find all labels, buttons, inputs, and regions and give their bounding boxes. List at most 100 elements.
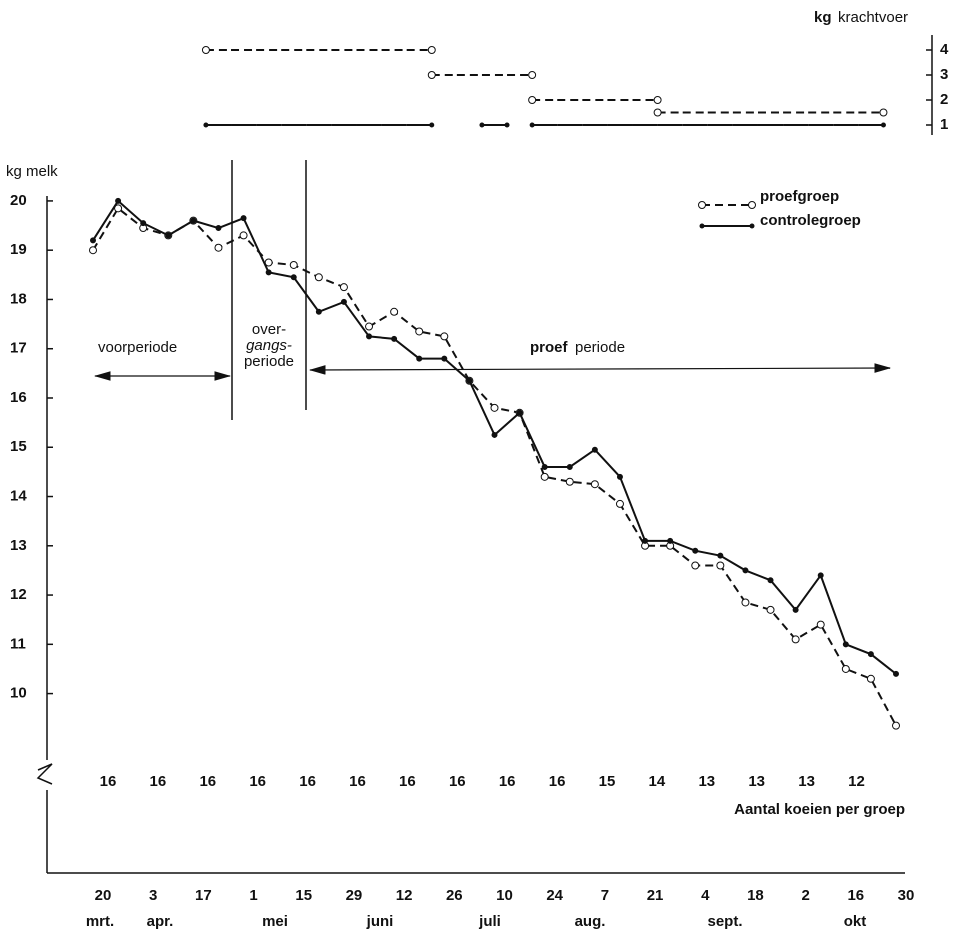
y-tick-label: 10 (10, 685, 27, 702)
feed-point (427, 46, 436, 54)
cow-count: 16 (549, 773, 566, 790)
feed-tick-label: 3 (940, 66, 948, 83)
y-tick-label: 13 (10, 537, 27, 554)
axis-break (36, 735, 53, 873)
point (516, 409, 523, 416)
legend-label: proefgroep (760, 188, 839, 205)
month-label: sept. (707, 913, 742, 930)
month-label: okt (844, 913, 867, 930)
point (565, 477, 574, 486)
period-arrow (308, 363, 892, 375)
cow-count: 16 (449, 773, 466, 790)
annotation: voorperiode (98, 339, 177, 356)
feed-point (203, 122, 209, 128)
point (415, 327, 424, 336)
month-label: aug. (575, 913, 606, 930)
point (590, 480, 599, 489)
feed-point (880, 122, 886, 128)
x-tick-label: 15 (295, 887, 312, 904)
point (842, 641, 849, 648)
point (239, 231, 248, 240)
feed-axis-unit: kg (814, 9, 832, 26)
point (791, 635, 800, 644)
feed-tick-label: 1 (940, 116, 948, 133)
feed-point (653, 96, 662, 104)
point (541, 463, 548, 470)
point (893, 670, 899, 677)
annotation: periode (575, 339, 625, 356)
cow-count: 13 (798, 773, 815, 790)
point (642, 537, 649, 544)
legend-label: controlegroep (760, 212, 861, 229)
x-tick-label: 20 (95, 887, 112, 904)
point (441, 355, 448, 362)
month-label: mrt. (86, 913, 114, 930)
month-label: juli (478, 913, 501, 930)
month-label: apr. (147, 913, 174, 930)
x-tick-label: 4 (701, 887, 710, 904)
point (391, 335, 398, 342)
point (615, 499, 624, 508)
point (416, 355, 423, 362)
point (867, 651, 874, 658)
point (741, 598, 750, 607)
point (716, 561, 725, 570)
legend-swatch (749, 223, 755, 229)
feed-point (427, 71, 436, 79)
point (816, 620, 825, 629)
point (115, 197, 122, 204)
feed-axis-label: krachtvoer (838, 9, 908, 26)
point (89, 246, 97, 255)
point (366, 333, 373, 340)
x-tick-label: 29 (346, 887, 363, 904)
feed-point (528, 71, 537, 79)
point (215, 225, 222, 232)
annotation: proef (530, 339, 569, 356)
point (841, 664, 850, 673)
x-tick-label: 24 (546, 887, 563, 904)
x-tick-label: 2 (801, 887, 809, 904)
point (767, 577, 774, 584)
y-tick-label: 14 (10, 487, 27, 504)
x-tick-label: 21 (647, 887, 664, 904)
feed-tick-label: 2 (940, 91, 948, 108)
y-tick-label: 19 (10, 241, 27, 258)
cow-count: 12 (848, 773, 865, 790)
point (315, 308, 322, 315)
y-tick-label: 11 (10, 635, 26, 652)
x-tick-label: 18 (747, 887, 764, 904)
point (365, 322, 374, 331)
legend-swatch (698, 201, 706, 209)
cow-count: 16 (249, 773, 266, 790)
cow-count: 16 (499, 773, 516, 790)
point (616, 473, 623, 480)
cow-count: 16 (349, 773, 366, 790)
point (540, 472, 549, 481)
series-line (92, 206, 897, 727)
y-tick-label: 20 (10, 192, 27, 209)
y-tick-label: 16 (10, 389, 27, 406)
y-axis-label: kg melk (6, 163, 58, 180)
annotation: periode (244, 353, 294, 370)
feed-point (653, 108, 662, 117)
cow-count: 16 (150, 773, 167, 790)
cow-count: 13 (748, 773, 765, 790)
point (340, 298, 347, 305)
feed-point (504, 122, 510, 128)
cow-count: 13 (698, 773, 715, 790)
x-tick-label: 12 (396, 887, 413, 904)
point (692, 547, 699, 554)
x-tick-label: 3 (149, 887, 157, 904)
point (766, 605, 775, 614)
feed-point (201, 46, 210, 54)
feed-point (529, 122, 535, 128)
point (190, 217, 197, 224)
point (339, 283, 348, 292)
annotation: gangs- (246, 337, 292, 354)
point (491, 431, 498, 438)
legend-swatch (748, 201, 756, 209)
month-label: juni (366, 913, 394, 930)
point (817, 572, 824, 579)
feed-tick-label: 4 (940, 41, 949, 58)
